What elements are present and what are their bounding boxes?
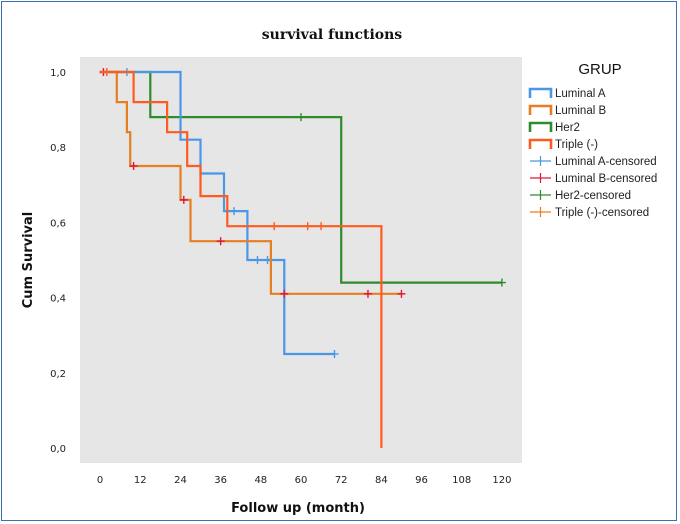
y-tick-label: 1,0 bbox=[50, 68, 66, 79]
legend-label: Her2 bbox=[555, 122, 580, 134]
censor-mark bbox=[129, 162, 138, 171]
series-triple bbox=[100, 68, 383, 448]
x-tick-label: 48 bbox=[254, 475, 267, 486]
x-tick-label: 24 bbox=[174, 475, 187, 486]
legend-line-swatch bbox=[528, 104, 553, 115]
censor-mark bbox=[497, 278, 506, 287]
censor-mark bbox=[270, 222, 279, 231]
x-axis-title: Follow up (month) bbox=[231, 501, 365, 516]
y-axis-title: Cum Survival bbox=[21, 212, 36, 309]
y-tick-label: 0,0 bbox=[50, 444, 66, 455]
chart-title: survival functions bbox=[262, 27, 402, 43]
censor-mark bbox=[330, 349, 339, 358]
legend-item: Triple (-)-censored bbox=[530, 207, 649, 219]
censor-mark bbox=[280, 289, 289, 298]
x-tick-label: 96 bbox=[415, 475, 428, 486]
x-tick-label: 84 bbox=[375, 475, 388, 486]
censor-mark bbox=[317, 222, 326, 231]
legend-label: Luminal A bbox=[555, 88, 606, 100]
y-axis-ticks: 0,0 0,2 0,4 0,6 0,8 1,0 bbox=[50, 68, 66, 455]
x-tick-label: 108 bbox=[452, 475, 471, 486]
x-tick-label: 120 bbox=[492, 475, 511, 486]
censor-mark bbox=[216, 237, 225, 246]
legend-item: Luminal A bbox=[528, 87, 606, 100]
censor-mark bbox=[303, 222, 312, 231]
x-tick-label: 0 bbox=[97, 475, 103, 486]
y-tick-label: 0,6 bbox=[50, 218, 66, 229]
legend-label: Triple (-) bbox=[555, 139, 598, 151]
legend-item: Luminal B bbox=[528, 104, 606, 117]
x-tick-label: 72 bbox=[335, 475, 348, 486]
legend-item: Luminal A-censored bbox=[530, 156, 657, 168]
legend-label: Luminal A-censored bbox=[555, 156, 657, 168]
legend-label: Triple (-)-censored bbox=[555, 207, 649, 219]
survival-step-line bbox=[100, 70, 335, 356]
legend-label: Her2-censored bbox=[555, 190, 631, 202]
legend-label: Luminal B bbox=[555, 105, 606, 117]
censor-mark bbox=[397, 289, 406, 298]
x-tick-label: 36 bbox=[214, 475, 227, 486]
x-axis-ticks: 0 12 24 36 48 60 72 84 96 108 120 bbox=[97, 475, 512, 486]
legend-item: Her2 bbox=[528, 121, 580, 134]
censor-mark bbox=[102, 68, 111, 77]
legend-title: GRUP bbox=[578, 61, 621, 78]
y-tick-label: 0,8 bbox=[50, 143, 66, 154]
survival-step-line bbox=[100, 70, 383, 448]
legend-line-swatch bbox=[528, 121, 553, 132]
legend-item: Her2-censored bbox=[530, 190, 631, 202]
x-tick-label: 12 bbox=[134, 475, 147, 486]
series-layer bbox=[99, 68, 506, 448]
legend-line-swatch bbox=[528, 87, 553, 98]
legend: Luminal A Luminal B Her2 Triple (-) Luminal … bbox=[528, 87, 657, 219]
legend-item: Luminal B-censored bbox=[530, 173, 657, 185]
y-tick-label: 0,4 bbox=[50, 294, 66, 305]
survival-step-line bbox=[100, 70, 402, 295]
legend-line-swatch bbox=[528, 138, 553, 149]
censor-mark bbox=[230, 207, 239, 216]
legend-item: Triple (-) bbox=[528, 138, 598, 151]
y-tick-label: 0,2 bbox=[50, 369, 66, 380]
censor-mark bbox=[363, 289, 372, 298]
censor-mark bbox=[297, 113, 305, 122]
censor-mark bbox=[253, 256, 262, 264]
censor-mark bbox=[179, 195, 188, 204]
plot-area bbox=[80, 57, 522, 463]
legend-label: Luminal B-censored bbox=[555, 173, 657, 185]
x-tick-label: 60 bbox=[295, 475, 308, 486]
